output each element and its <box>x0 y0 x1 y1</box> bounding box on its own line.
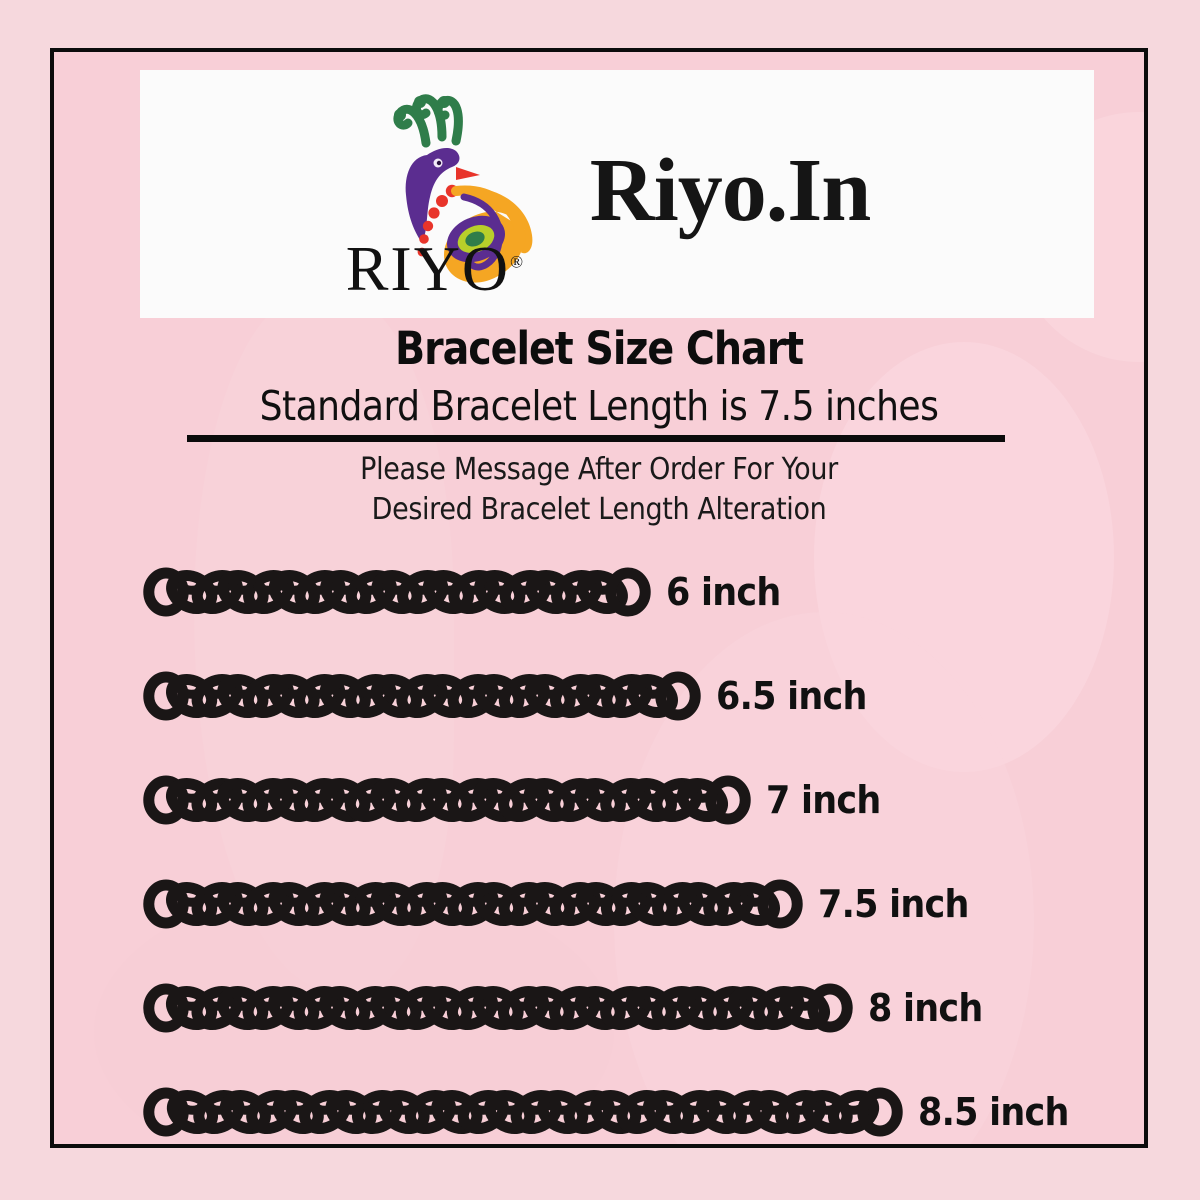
page-subtitle: Standard Bracelet Length is 7.5 inches <box>259 382 939 430</box>
brand-name: Riyo.In <box>589 141 872 240</box>
size-row: 8.5 inch <box>142 1060 1142 1144</box>
chart-frame: RIYO® Riyo.In Bracelet Size Chart Standa… <box>50 48 1148 1148</box>
divider <box>187 435 1005 442</box>
size-row: 7.5 inch <box>142 852 1142 956</box>
size-row: 8 inch <box>142 956 1142 1060</box>
size-row: 7 inch <box>142 748 1142 852</box>
size-row: 6 inch <box>142 540 1142 644</box>
size-row-label: 6.5 inch <box>716 674 867 718</box>
size-row-list: 6 inch 6.5 inch 7 inch 7.5 inch 8 inch 8.5 in… <box>142 540 1142 1144</box>
registered-icon: ® <box>510 252 526 272</box>
brand-wordmark: RIYO® <box>346 237 576 301</box>
size-row-label: 7 inch <box>766 778 881 822</box>
chain-graphic <box>142 977 854 1039</box>
brand-logo-box: RIYO® Riyo.In <box>140 70 1094 318</box>
background-blob <box>194 292 454 992</box>
background-blob <box>614 612 1034 1144</box>
chain-graphic <box>142 1081 904 1143</box>
order-note-line-2: Desired Bracelet Length Alteration <box>371 491 827 527</box>
size-row-label: 6 inch <box>666 570 781 614</box>
chain-graphic <box>142 873 804 935</box>
order-note-line-1: Please Message After Order For Your <box>360 452 838 487</box>
size-row-label: 7.5 inch <box>818 882 969 926</box>
size-row: 6.5 inch <box>142 644 1142 748</box>
page-title: Bracelet Size Chart <box>394 322 804 375</box>
chain-graphic <box>142 561 652 623</box>
size-row-label: 8.5 inch <box>918 1090 1069 1134</box>
brand-wordmark-text: RIYO <box>345 233 511 304</box>
size-row-label: 8 inch <box>868 986 983 1030</box>
chain-graphic <box>142 665 702 727</box>
peacock-icon: RIYO® <box>346 79 554 309</box>
chain-graphic <box>142 769 752 831</box>
order-note: Please Message After Order For Your Desi… <box>109 450 1090 529</box>
